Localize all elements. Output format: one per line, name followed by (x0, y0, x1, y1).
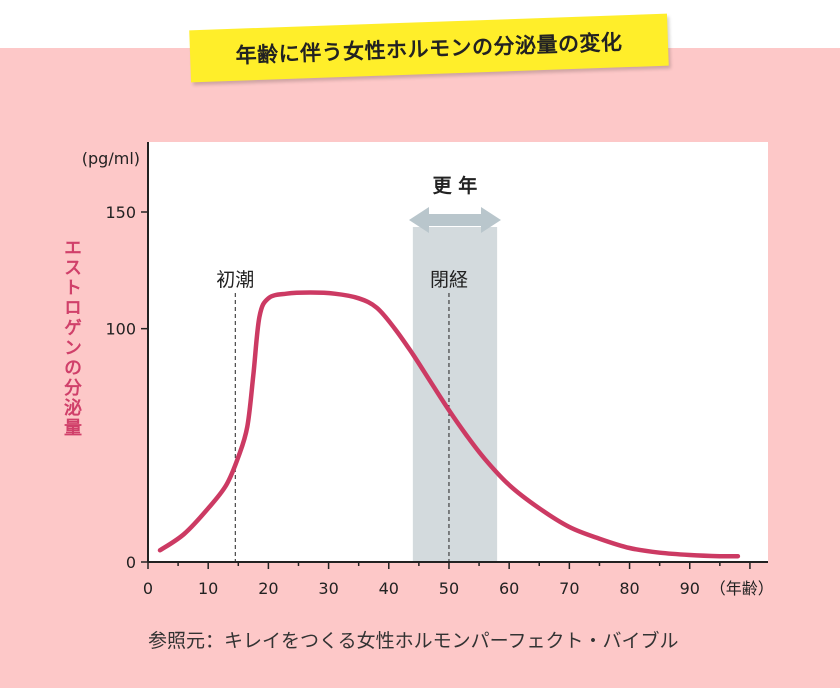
annotation-label-0: 初潮 (216, 269, 254, 291)
x-tick-label: 20 (258, 579, 278, 598)
x-tick-label: 40 (379, 579, 399, 598)
x-axis-unit: （年齢） (710, 579, 774, 598)
x-tick-label: 90 (680, 579, 700, 598)
x-tick-label: 10 (198, 579, 218, 598)
double-arrow-shape (408, 207, 501, 233)
y-axis-ticks: 0 100 150 (105, 203, 148, 572)
band-label: 更 年 (433, 174, 478, 197)
x-tick-label: 50 (439, 579, 459, 598)
x-tick-label: 70 (559, 579, 579, 598)
x-tick-label: 60 (499, 579, 519, 598)
annotation-label-1: 閉経 (430, 269, 468, 291)
double-arrow-icon (408, 207, 501, 233)
estrogen-curve (157, 290, 741, 559)
x-axis-ticks: 0 10 20 30 40 50 60 70 80 90 (143, 562, 751, 598)
source-citation: 参照元：キレイをつくる女性ホルモンパーフェクト・バイブル (148, 630, 679, 652)
x-tick-label: 0 (143, 579, 153, 598)
y-tick-label: 150 (105, 203, 136, 222)
x-tick-label: 30 (318, 579, 338, 598)
y-axis-unit: (pg/ml) (82, 149, 140, 168)
menopause-band (412, 227, 498, 562)
x-tick-label: 80 (619, 579, 639, 598)
y-tick-label: 0 (126, 553, 136, 572)
y-axis-label: エストロゲンの分泌量 (61, 238, 82, 438)
y-tick-label: 100 (105, 320, 136, 339)
annotations: 初潮 閉経 (216, 269, 468, 562)
